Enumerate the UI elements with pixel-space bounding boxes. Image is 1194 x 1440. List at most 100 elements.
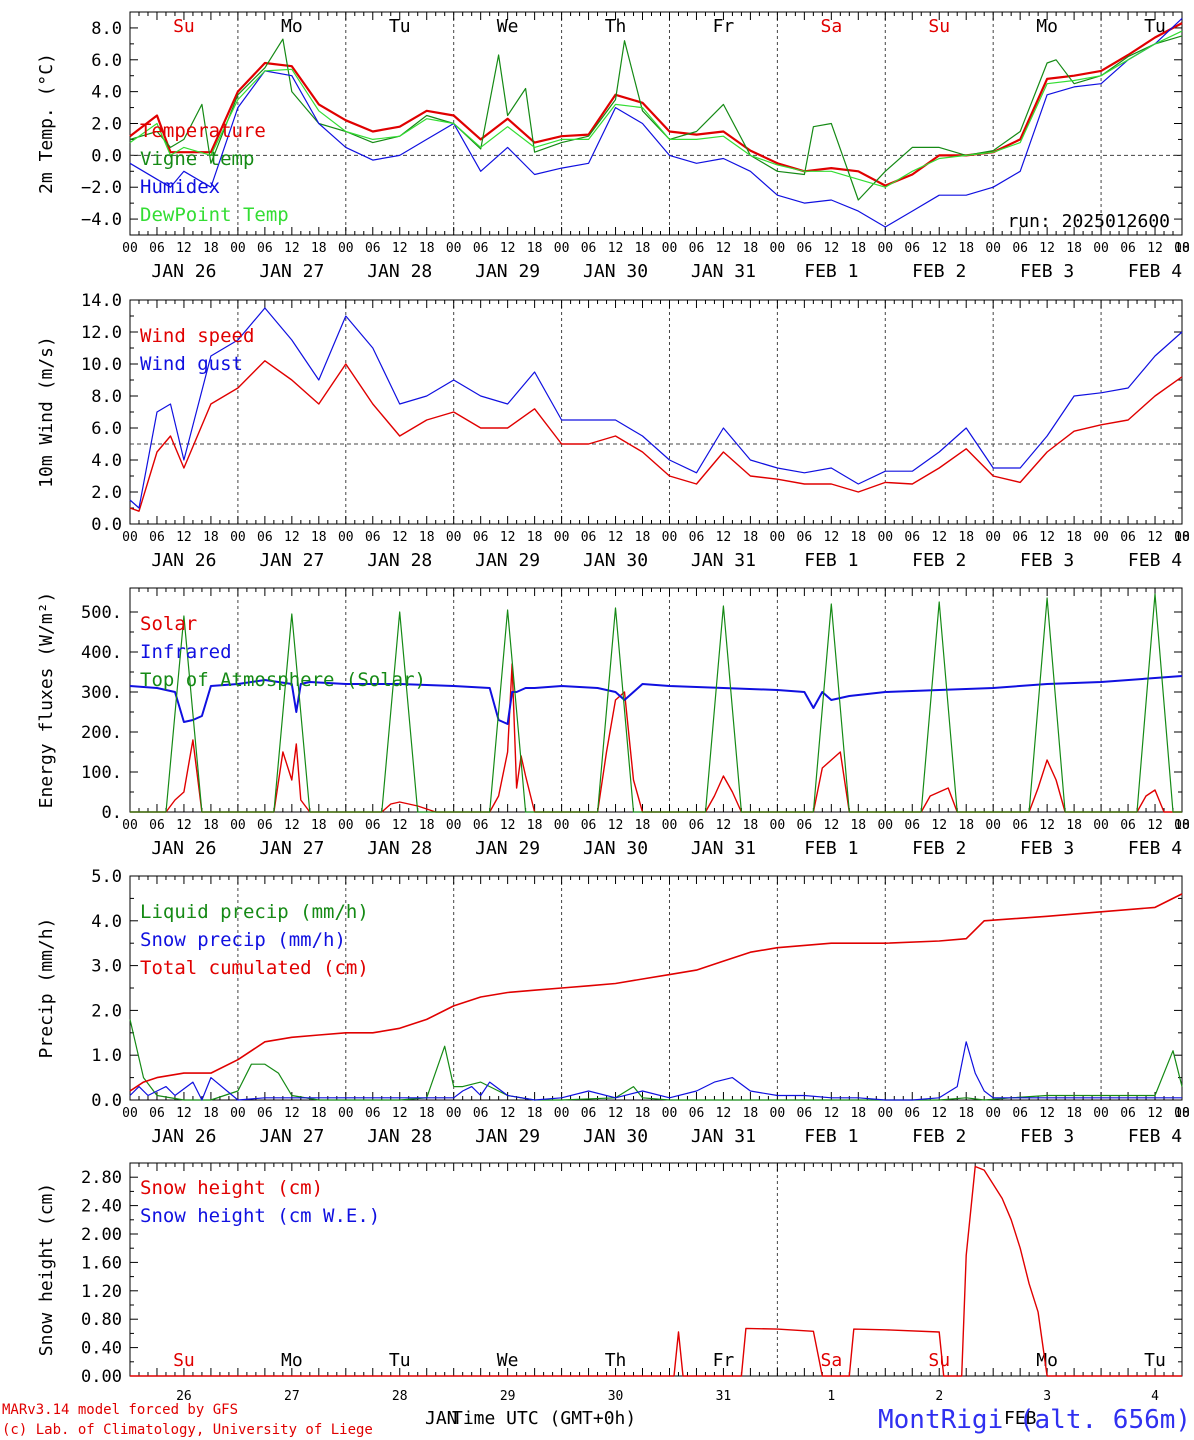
y-tick-label: 4.0 [91,83,122,103]
hour-tick-label: 00 [338,818,354,833]
y-tick-label: 10.0 [81,355,122,375]
date-label: JAN 27 [259,261,324,282]
date-label: FEB 1 [804,261,858,282]
hour-tick-label: 00 [230,530,246,545]
date-label: FEB 2 [912,1126,966,1147]
date-label: FEB 1 [804,1126,858,1147]
hour-tick-label: 06 [1120,530,1136,545]
legend-entry: Temperature [140,120,266,142]
hour-tick-label: 12 [716,241,732,256]
hour-tick-label: 00 [770,818,786,833]
hour-tick-label: 00 [985,818,1001,833]
hour-tick-label: 00 [877,530,893,545]
hour-tick-label: 12 [284,1106,300,1121]
weekday-label: Su [173,16,195,37]
hour-tick-label: 12 [1147,530,1163,545]
date-label: FEB 4 [1128,261,1182,282]
hour-tick-label: 00 [338,241,354,256]
hour-tick-label: 00 [662,1106,678,1121]
y-tick-label: 8.0 [91,387,122,407]
hour-tick-label: 00 [230,241,246,256]
hour-tick-label: 00 [122,1106,138,1121]
hour-tick-label: 06 [1120,1106,1136,1121]
hour-tick-label: 06 [797,530,813,545]
date-label: JAN 29 [475,261,540,282]
y-tick-label: 1.60 [81,1253,122,1273]
y-tick-label: 4.0 [91,451,122,471]
weekday-label: Mo [1036,16,1058,37]
hour-tick-label: 12 [284,818,300,833]
date-label: JAN 26 [151,838,216,859]
hour-tick-label: 12 [1039,818,1055,833]
series-line-infrared [129,675,1183,725]
hour-tick-label: 18 [958,241,974,256]
plot-frame [129,299,1183,525]
y-tick-label: 0.0 [91,515,122,535]
legend-entry: Solar [140,613,197,635]
hour-tick-label: 18 [527,1106,543,1121]
hour-tick-label: 06 [1012,818,1028,833]
series-line-snow-height-cm- [130,1165,1182,1377]
hour-tick-label: 12 [608,1106,624,1121]
hour-tick-label: 12 [824,241,840,256]
date-label: FEB 4 [1128,550,1182,571]
hour-tick-label: 00 [122,241,138,256]
hour-tick-label: 00 [877,818,893,833]
y-tick-label: −2.0 [81,178,122,198]
hour-tick-label: 00 [1174,241,1190,256]
series-line-top-of-atmosphere-solar- [130,593,1182,813]
hour-tick-label: 06 [1120,241,1136,256]
hour-tick-label: 06 [797,818,813,833]
hour-tick-label: 18 [311,530,327,545]
day-number-label: 2 [935,1389,943,1404]
y-axis-label: 10m Wind (m/s) [36,336,57,488]
hour-tick-label: 18 [1066,530,1082,545]
hour-tick-label: 06 [473,241,489,256]
hour-tick-label: 12 [608,241,624,256]
date-label: JAN 28 [367,1126,432,1147]
hour-tick-label: 00 [877,1106,893,1121]
hour-tick-label: 00 [877,241,893,256]
legend-entry: DewPoint Temp [140,204,289,226]
hour-tick-label: 18 [527,241,543,256]
date-label: FEB 1 [804,838,858,859]
date-label: JAN 27 [259,550,324,571]
legend-entry: Snow height (cm) [140,1177,323,1199]
day-number-label: 31 [716,1389,732,1404]
hour-tick-label: 12 [284,241,300,256]
hour-tick-label: 06 [365,241,381,256]
hour-tick-label: 06 [149,241,165,256]
hour-tick-label: 00 [1093,241,1109,256]
hour-tick-label: 06 [149,1106,165,1121]
series-line-dewpoint-temp [129,30,1183,188]
hour-tick-label: 18 [1066,241,1082,256]
date-label: JAN 30 [583,261,648,282]
hour-tick-label: 06 [797,1106,813,1121]
hour-tick-label: 18 [419,818,435,833]
date-label: JAN 27 [259,838,324,859]
hour-tick-label: 12 [931,818,947,833]
weekday-label: Th [605,16,627,37]
hour-tick-label: 06 [1120,818,1136,833]
hour-tick-label: 00 [338,530,354,545]
hour-tick-label: 00 [554,530,570,545]
y-tick-label: 100. [81,763,122,783]
hour-tick-label: 12 [1147,1106,1163,1121]
day-number-label: 1 [827,1389,835,1404]
date-label: JAN 28 [367,550,432,571]
series-line-wind-speed [129,360,1183,512]
y-tick-label: 2.0 [91,1001,122,1021]
date-label: FEB 3 [1020,838,1074,859]
hour-tick-label: 12 [392,241,408,256]
y-tick-label: 5.0 [91,867,122,887]
hour-tick-label: 18 [203,530,219,545]
legend-entry: Snow height (cm W.E.) [140,1205,380,1227]
hour-tick-label: 00 [122,530,138,545]
hour-tick-label: 00 [230,818,246,833]
date-label: JAN 26 [151,550,216,571]
y-tick-label: 0.40 [81,1339,122,1359]
credit-line-2: (c) Lab. of Climatology, University of L… [2,1422,373,1438]
hour-tick-label: 12 [500,1106,516,1121]
hour-tick-label: 00 [1174,818,1190,833]
hour-tick-label: 12 [1039,241,1055,256]
